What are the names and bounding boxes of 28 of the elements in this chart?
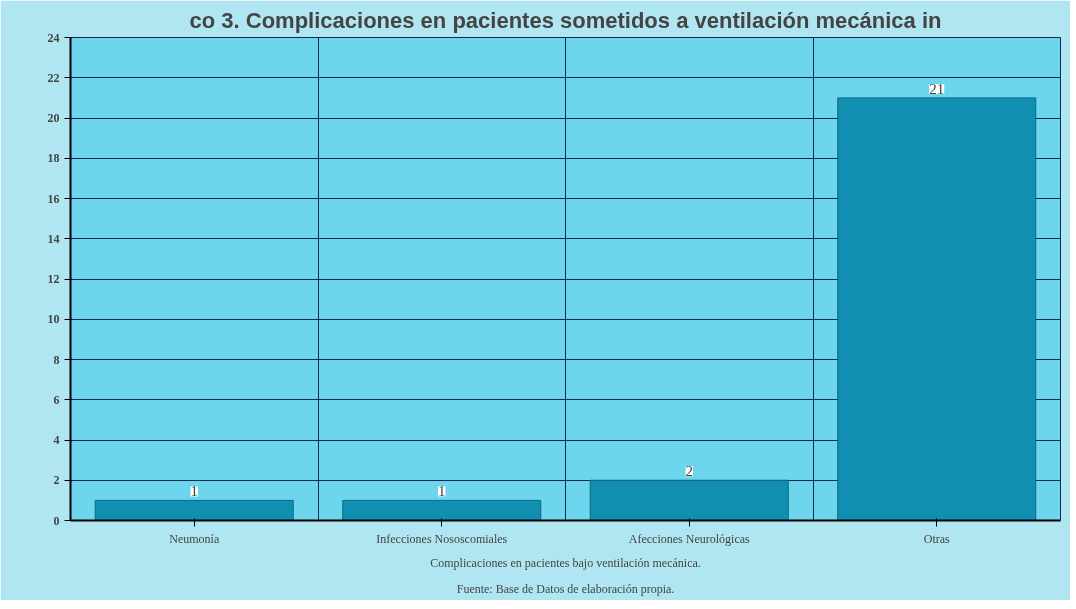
y-tick-label: 24 <box>47 30 60 45</box>
x-tick-label: Afecciones Neurológicas <box>628 531 751 546</box>
y-tick-label: 20 <box>47 111 60 125</box>
bar <box>94 499 294 521</box>
data-label: 2 <box>685 463 693 480</box>
y-tick-label: 18 <box>47 151 60 166</box>
source-note: Fuente: Base de Datos de elaboración propia. <box>456 581 675 596</box>
text: Complicaciones en pacientes bajo ventilación mecánica. <box>430 555 701 570</box>
y-tick-label: 6 <box>53 392 60 407</box>
data-label: 21 <box>929 80 945 97</box>
bar <box>342 499 542 521</box>
y-tick-label: 14 <box>47 231 60 246</box>
y-tick-label: 2 <box>53 473 60 488</box>
y-tick-label: 4 <box>53 433 60 447</box>
y-tick-label: 10 <box>47 312 60 327</box>
chart-title: co 3. Complicaciones en pacientes sometidos a ventilación mecánica in <box>189 7 942 33</box>
y-tick-label: 8 <box>53 352 60 367</box>
bar <box>837 97 1037 521</box>
y-tick-label: 12 <box>47 272 60 286</box>
x-tick-label: Neumonía <box>169 531 220 546</box>
y-tick-label: 22 <box>47 70 60 85</box>
x-tick-label: Otras <box>923 531 951 546</box>
x-tick-label: Infecciones Nososcomiales <box>376 531 508 546</box>
y-tick-label: 16 <box>47 191 60 206</box>
y-tick-label: 0 <box>53 513 60 528</box>
data-label: 1 <box>190 483 198 500</box>
data-label: 1 <box>438 483 446 500</box>
bar <box>589 479 789 521</box>
